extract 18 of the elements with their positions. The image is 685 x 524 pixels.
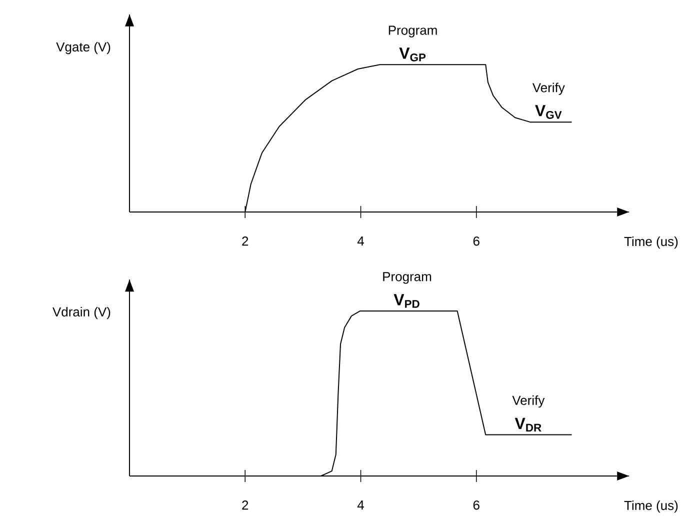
text: Program [388,26,437,38]
x-axis-title: Time (us) [624,500,678,513]
x-tick-label: 6 [473,236,480,246]
y-axis-title: Vgate (V) [56,42,110,54]
x-tick-label: 4 [357,500,364,510]
annotation: V$_{GV}$ [535,105,562,119]
x-tick-label: 2 [242,236,248,246]
x-axis-title: Time (us) [624,236,678,249]
annotation: Verify [532,82,565,95]
annotation: Verify [512,395,545,408]
x-tick-label: 6 [473,500,480,510]
text: Program [383,272,432,284]
x-tick-label: 4 [357,236,364,246]
y-axis-title: Vdrain (V) [52,306,110,320]
annotation: V$_{DR}$ [514,418,542,432]
x-tick-label: 2 [242,500,248,510]
annotation: V$_{GP}$ [399,48,426,62]
annotation: V$_{PD}$ [394,294,420,308]
